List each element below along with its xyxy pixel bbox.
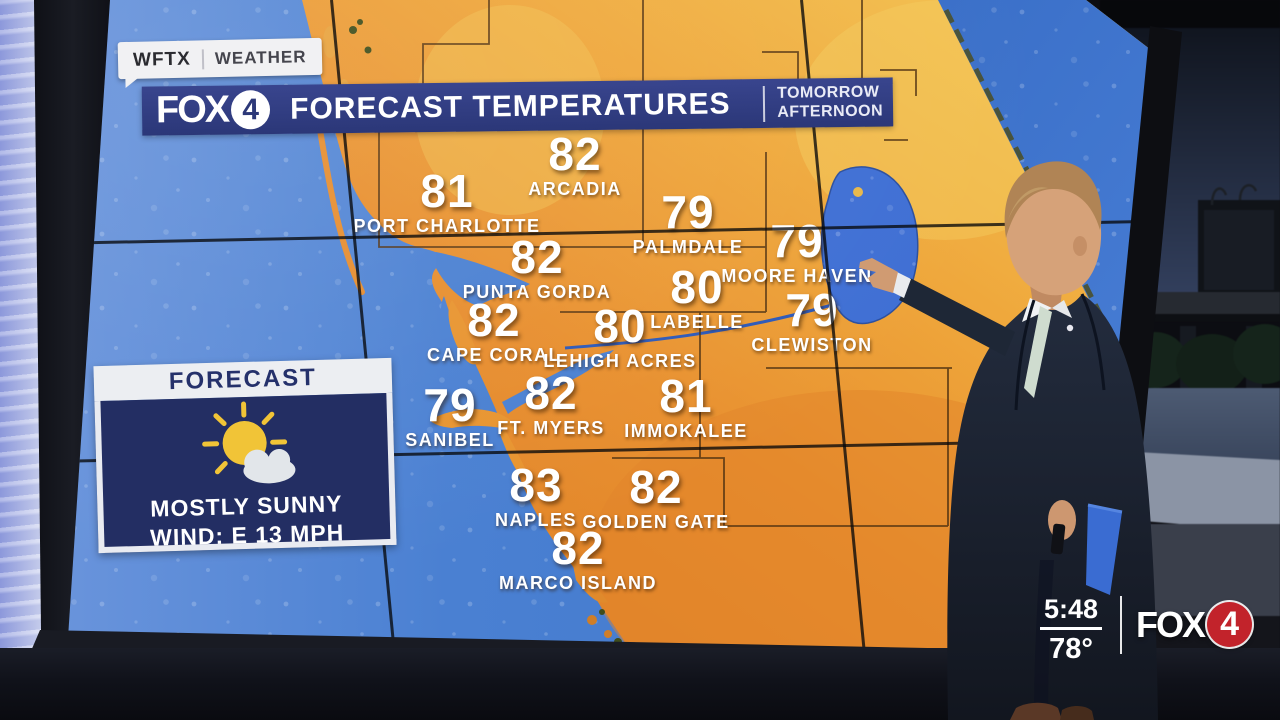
temp-value: 82 [524, 367, 578, 419]
forecast-panel: FORECAST MOSTLY SUNNY WIND [93, 357, 397, 554]
fox4-circle-icon: 4 [230, 90, 271, 130]
city-name: FT. MYERS [497, 417, 605, 438]
temp-value: 79 [661, 186, 715, 238]
caloosahatchee-river [564, 303, 833, 350]
temp-value: 79 [423, 379, 477, 431]
temp-value: 81 [420, 165, 474, 217]
forecast-panel-body: MOSTLY SUNNY WIND: E 13 MPH [94, 392, 397, 554]
pine-island [448, 300, 480, 365]
city-name: MOORE HAVEN [721, 265, 873, 286]
city-label-marco-island: 82 MARCO ISLAND [499, 522, 657, 594]
bug-time: 5:48 [1040, 594, 1103, 630]
city-name: CLEWISTON [751, 334, 873, 355]
city-label-golden-gate: 82 GOLDEN GATE [582, 461, 730, 533]
city-name: CAPE CORAL [426, 344, 562, 365]
temp-value: 82 [551, 522, 605, 574]
city-label-sanibel: 79 SANIBEL [405, 379, 495, 451]
city-label-immokalee: 81 IMMOKALEE [624, 370, 748, 442]
city-name: PUNTA GORDA [462, 281, 612, 302]
backdrop-building [1198, 184, 1280, 296]
bug-clock: 5:48 78° [1040, 594, 1103, 666]
city-label-lehigh-acres: 80 LEHIGH ACRES [543, 300, 697, 372]
city-name: IMMOKALEE [624, 420, 748, 441]
city-label-ft-myers: 82 FT. MYERS [497, 367, 605, 439]
station-section-label: WEATHER [214, 46, 307, 68]
city-name: NAPLES [494, 509, 578, 530]
banner-title: FORECAST TEMPERATURES [289, 86, 731, 126]
temp-value: 83 [509, 459, 563, 511]
bug-temperature: 78° [1049, 633, 1093, 665]
bug-divider [1120, 596, 1123, 654]
marco-islands [572, 560, 608, 603]
temp-value: 80 [670, 261, 724, 313]
city-name: LEHIGH ACRES [543, 350, 697, 371]
city-label-punta-gorda: 82 PUNTA GORDA [462, 231, 612, 303]
barrier-island-strip [317, 127, 365, 295]
city-label-naples: 83 NAPLES [494, 459, 578, 531]
timeframe-line-1: TOMORROW [776, 83, 880, 102]
fox-wordmark: FOX [155, 88, 229, 132]
backdrop-seawall [1130, 452, 1280, 532]
city-name: GOLDEN GATE [582, 511, 730, 532]
temp-value: 82 [510, 231, 564, 283]
temp-value: 82 [629, 461, 683, 513]
city-label-arcadia: 82 ARCADIA [528, 128, 622, 200]
fox4-bug-logo: FOX 4 [1136, 602, 1253, 647]
city-name: SANIBEL [405, 429, 495, 450]
station-callsign: WFTX [132, 48, 192, 71]
sanibel-island [430, 409, 520, 432]
city-label-clewiston: 79 CLEWISTON [751, 284, 873, 356]
temp-value: 79 [785, 284, 839, 336]
city-name: ARCADIA [528, 178, 622, 199]
sun-behind-cloud-icon [202, 401, 296, 484]
temp-value: 82 [548, 128, 602, 180]
city-name: PORT CHARLOTTE [353, 215, 541, 236]
city-label-palmdale: 79 PALMDALE [632, 186, 744, 258]
city-label-labelle: 80 LABELLE [650, 261, 744, 333]
banner-timeframe: TOMORROW AFTERNOON [765, 84, 893, 122]
temp-value: 81 [659, 370, 713, 422]
fox-wordmark: FOX [1136, 603, 1206, 645]
fox4-red-circle-icon: 4 [1207, 602, 1253, 647]
badge-divider [201, 48, 205, 69]
caloosahatchee-estuary [502, 350, 614, 414]
lake-island [853, 187, 863, 197]
city-name: PALMDALE [632, 236, 744, 257]
temp-value: 82 [467, 294, 521, 346]
temp-value: 80 [593, 300, 647, 352]
timeframe-line-2: AFTERNOON [777, 102, 884, 121]
city-label-port-charlotte: 81 PORT CHARLOTTE [353, 165, 541, 237]
city-name: LABELLE [650, 311, 744, 332]
city-label-cape-coral: 82 CAPE CORAL [426, 294, 562, 366]
screen-bug: 5:48 78° FOX 4 [1040, 594, 1253, 666]
title-banner: FOX 4 FORECAST TEMPERATURES TOMORROW AFT… [141, 77, 894, 136]
station-badge: WFTX WEATHER [117, 37, 322, 80]
fox4-logo: FOX 4 [156, 88, 271, 132]
charlotte-harbor [436, 252, 530, 306]
city-name: MARCO ISLAND [499, 572, 657, 593]
